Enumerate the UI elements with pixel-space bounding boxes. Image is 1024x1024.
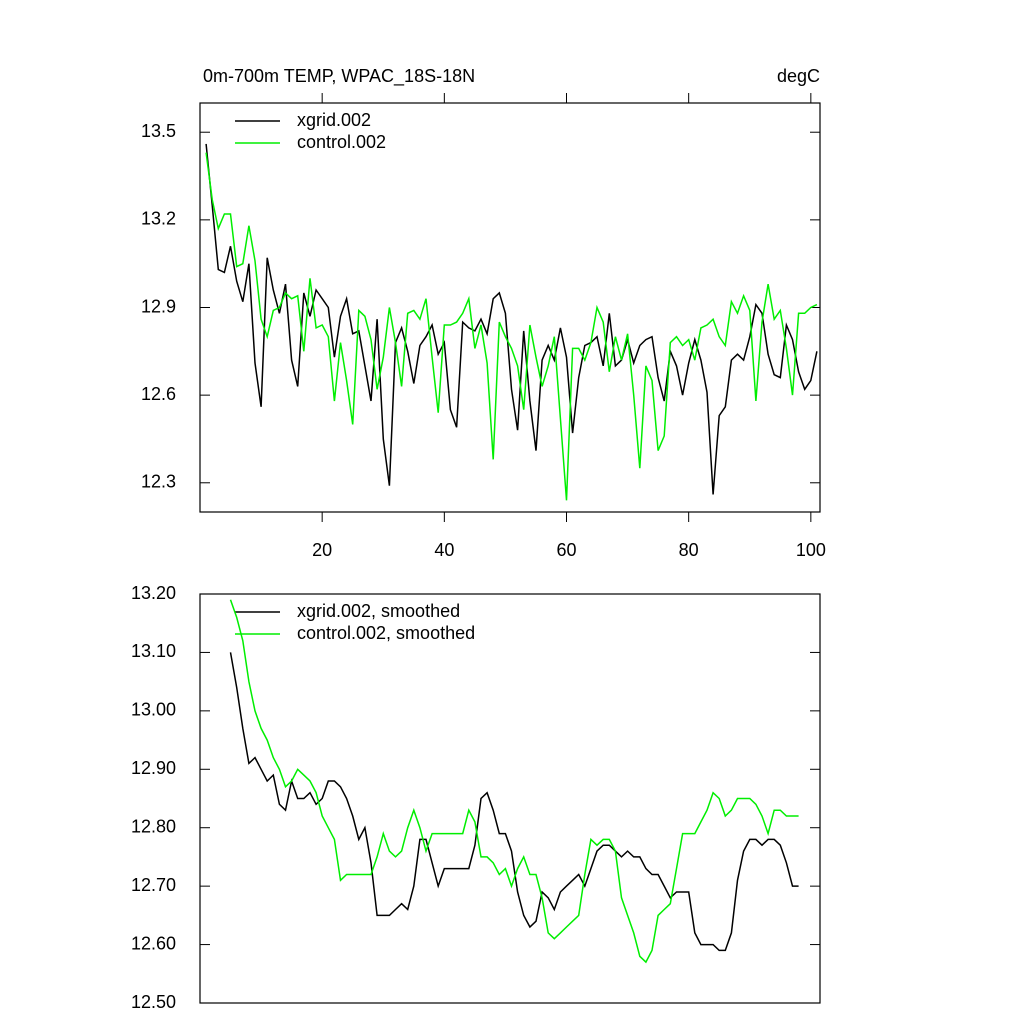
x-tick-label: 80	[679, 540, 699, 560]
legend-label: control.002, smoothed	[297, 623, 475, 643]
y-tick-label: 13.2	[141, 209, 176, 229]
y-tick-label: 12.60	[131, 933, 176, 953]
series-line	[229, 652, 799, 952]
y-tick-label: 13.10	[131, 641, 176, 661]
legend-label: xgrid.002	[297, 110, 371, 130]
series-line	[205, 143, 818, 495]
y-tick-label: 12.50	[131, 992, 176, 1012]
y-tick-label: 12.70	[131, 875, 176, 895]
x-tick-label: 20	[312, 540, 332, 560]
series-line	[205, 152, 818, 501]
units-label: degC	[777, 66, 820, 86]
y-tick-label: 12.6	[141, 384, 176, 404]
x-tick-label: 100	[796, 540, 826, 560]
x-tick-label: 60	[556, 540, 576, 560]
plot-frame	[199, 102, 821, 513]
y-tick-label: 13.20	[131, 583, 176, 603]
chart-title: 0m-700m TEMP, WPAC_18S-18N	[203, 66, 475, 87]
series-line	[229, 599, 799, 964]
legend-label: xgrid.002, smoothed	[297, 601, 460, 621]
y-tick-label: 12.3	[141, 472, 176, 492]
legend-label: control.002	[297, 132, 386, 152]
x-tick-label: 40	[434, 540, 454, 560]
plot-frame	[199, 593, 821, 1004]
y-tick-label: 13.00	[131, 700, 176, 720]
y-tick-label: 13.5	[141, 121, 176, 141]
y-tick-label: 12.80	[131, 816, 176, 836]
y-tick-label: 12.90	[131, 758, 176, 778]
y-tick-label: 12.9	[141, 296, 176, 316]
